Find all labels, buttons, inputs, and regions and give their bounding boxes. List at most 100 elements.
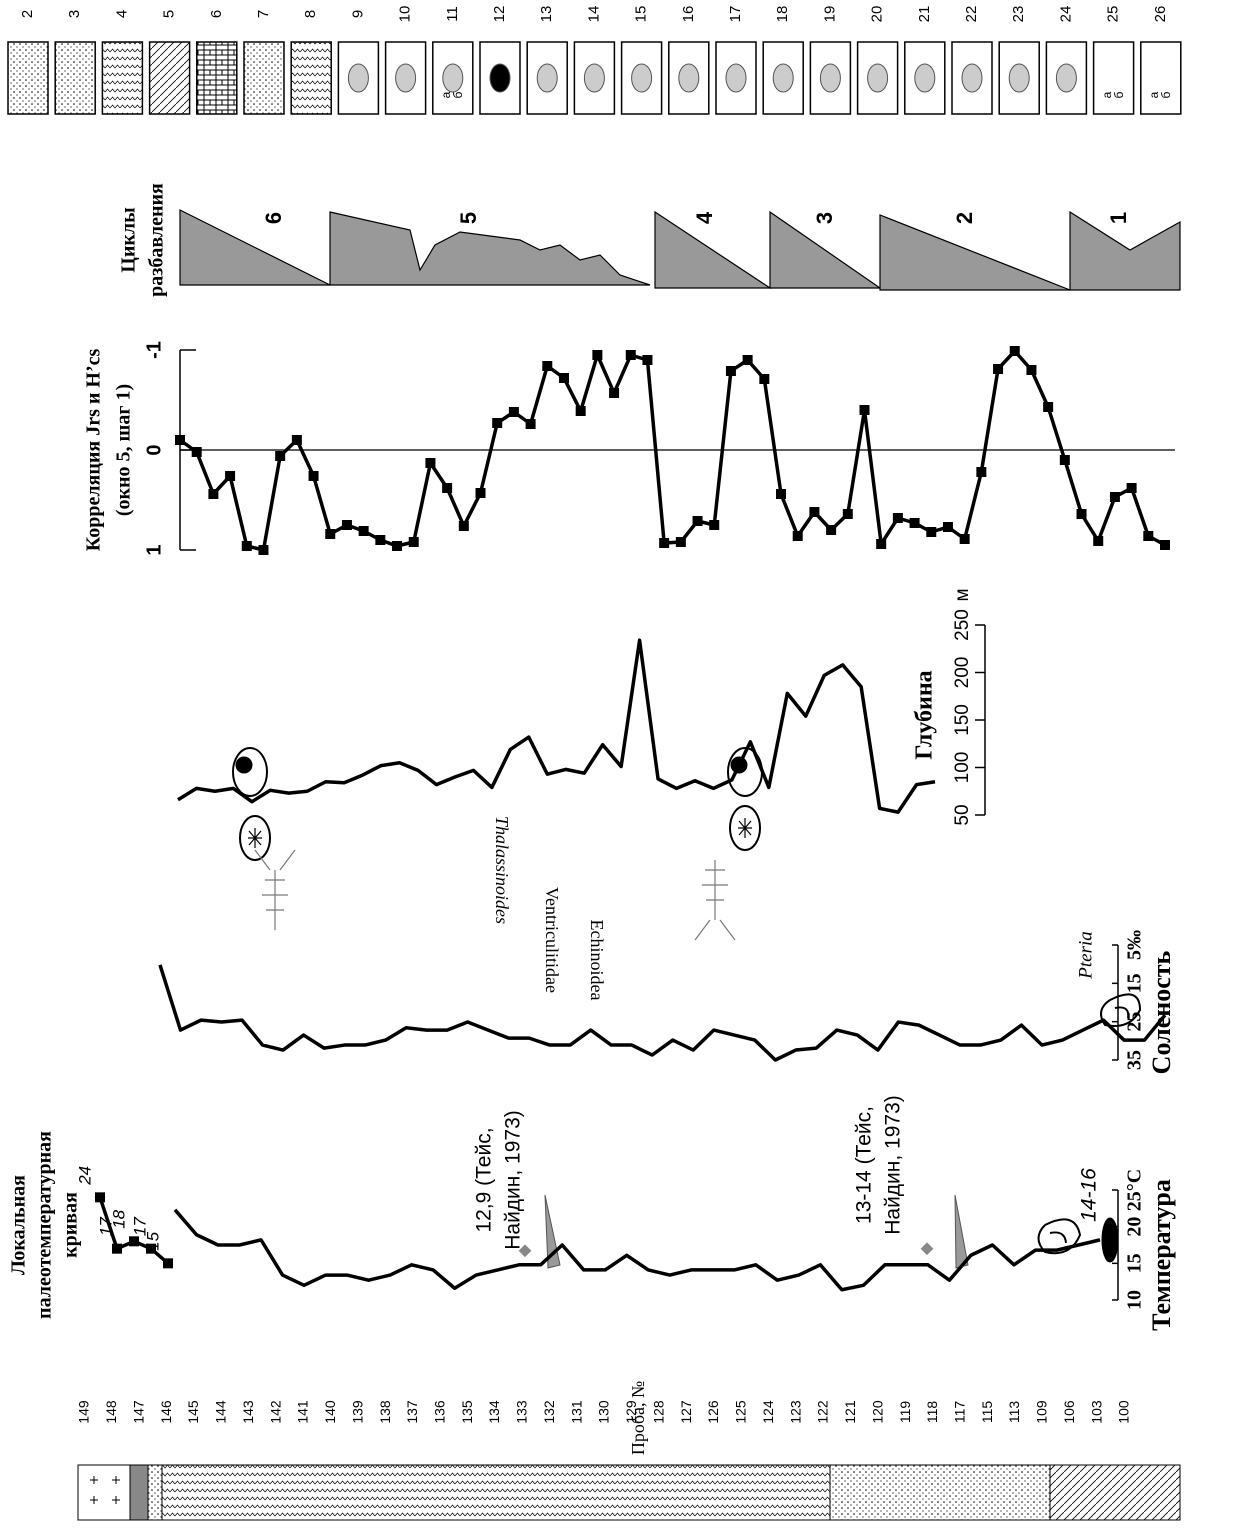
sample-label: 103 xyxy=(1088,1400,1104,1424)
data-marker xyxy=(542,361,552,371)
legend-number: 8 xyxy=(302,10,319,18)
sample-label: 124 xyxy=(760,1400,776,1424)
echinoid-star xyxy=(738,818,752,838)
lobster-icon xyxy=(695,860,735,940)
cycle-label: 4 xyxy=(692,211,717,224)
annotation: 14-16 xyxy=(1078,1168,1101,1222)
data-marker xyxy=(943,522,953,532)
sample-diamond xyxy=(921,1242,934,1255)
data-marker xyxy=(1127,483,1137,493)
cycle-label: 2 xyxy=(952,212,977,224)
data-marker xyxy=(776,489,786,499)
y-tick-label: 25 xyxy=(1124,1012,1146,1032)
cycle-6 xyxy=(180,210,330,285)
sample-label: 133 xyxy=(514,1400,530,1424)
cycle-label: 3 xyxy=(812,212,837,224)
legend-number: 6 xyxy=(208,10,225,18)
annotation: Найдин, 1973) xyxy=(502,1110,525,1250)
legend-number: 19 xyxy=(821,6,838,23)
data-marker xyxy=(95,1192,105,1202)
data-marker xyxy=(1043,402,1053,412)
legend-number: 9 xyxy=(349,10,366,18)
sample-label: 123 xyxy=(787,1400,803,1424)
data-marker xyxy=(876,539,886,549)
lithology-column xyxy=(78,1465,1180,1520)
data-marker xyxy=(793,531,803,541)
cycles-title: разбавления xyxy=(146,183,168,297)
data-marker xyxy=(225,471,235,481)
legend-sub: б xyxy=(1159,91,1173,98)
sample-label: 148 xyxy=(103,1400,119,1424)
data-marker xyxy=(859,405,869,415)
data-marker xyxy=(559,373,569,383)
y-tick-label: 15 xyxy=(1124,973,1146,993)
layer xyxy=(148,1465,162,1520)
legend-sub: б xyxy=(1112,91,1126,98)
legend-icon xyxy=(1056,64,1076,92)
y-tick-label: 0 xyxy=(143,444,165,455)
legend-box xyxy=(197,42,237,114)
data-marker xyxy=(163,1258,173,1268)
sample-label: 143 xyxy=(240,1400,256,1424)
cycle-label: 5 xyxy=(456,212,481,224)
legend-number: 14 xyxy=(585,6,602,23)
data-marker xyxy=(709,520,719,530)
chart-title: Соленость xyxy=(1147,950,1176,1074)
legend-number: 2 xyxy=(19,10,36,18)
legend-icon xyxy=(632,64,652,92)
sample-label: 144 xyxy=(213,1400,229,1424)
sample-label: 109 xyxy=(1034,1400,1050,1424)
legend-icon xyxy=(962,64,982,92)
data-marker xyxy=(676,537,686,547)
sample-label: 137 xyxy=(404,1400,420,1424)
echinoid-star xyxy=(248,828,262,848)
legend-box xyxy=(8,42,48,114)
legend-box xyxy=(1094,42,1134,114)
y-tick-label: 200 xyxy=(952,657,973,689)
data-marker xyxy=(1026,365,1036,375)
data-label: 18 xyxy=(109,1209,128,1228)
local-title: Локальная xyxy=(8,1175,30,1275)
legend-icon xyxy=(868,64,888,92)
sponge-icon xyxy=(233,748,267,796)
legend-number: 25 xyxy=(1105,6,1122,23)
data-marker xyxy=(609,388,619,398)
legend-number: 3 xyxy=(66,10,83,18)
legend-icon xyxy=(396,64,416,92)
sample-label: 146 xyxy=(158,1400,174,1424)
data-marker xyxy=(1160,540,1170,550)
sample-label: 142 xyxy=(267,1400,283,1424)
data-marker xyxy=(726,366,736,376)
legend-number: 22 xyxy=(963,6,980,23)
data-marker xyxy=(976,467,986,477)
sample-label: 132 xyxy=(541,1400,557,1424)
legend-icon xyxy=(915,64,935,92)
layer xyxy=(78,1465,130,1520)
data-marker xyxy=(112,1244,122,1254)
y-tick-label: 1 xyxy=(143,544,165,555)
sample-axis-label: Проба, № xyxy=(628,1381,648,1455)
y-tick-label: 15 xyxy=(1124,1253,1146,1273)
local-title: кривая xyxy=(60,1192,82,1258)
layer xyxy=(1050,1465,1180,1520)
legend-number: 10 xyxy=(397,6,414,23)
legend-number: 16 xyxy=(680,6,697,23)
legend-number: 11 xyxy=(444,6,461,22)
annotation: Thalassinoides xyxy=(492,816,512,924)
legend-number: 23 xyxy=(1010,6,1027,23)
data-marker xyxy=(409,537,419,547)
y-tick-label: -1 xyxy=(143,341,165,359)
sample-label: 100 xyxy=(1116,1400,1132,1424)
local-title: палеотемпературная xyxy=(34,1131,56,1319)
figure: 234567891011аб12131415161718192021222324… xyxy=(0,0,1253,1528)
y-tick-label: 150 xyxy=(952,704,973,736)
sample-label: 149 xyxy=(76,1400,92,1424)
chart-title: Температура xyxy=(1147,1179,1176,1331)
legend-number: 17 xyxy=(727,6,744,23)
legend-box xyxy=(291,42,331,114)
data-marker xyxy=(309,471,319,481)
chart-subtitle: (окно 5, шаг 1) xyxy=(113,384,135,516)
data-marker xyxy=(693,516,703,526)
data-marker xyxy=(509,407,519,417)
data-marker xyxy=(1060,455,1070,465)
